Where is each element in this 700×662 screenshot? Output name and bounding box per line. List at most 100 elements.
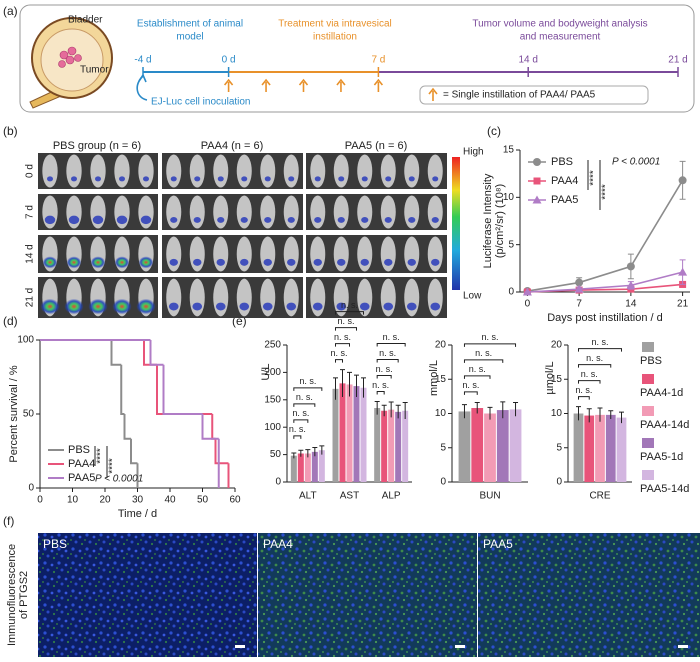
signal	[90, 256, 106, 269]
bar	[360, 387, 367, 482]
mouse	[166, 195, 182, 229]
panel-label: (b)	[3, 124, 18, 138]
row-label: 7 d	[25, 205, 36, 219]
error-bar	[291, 452, 297, 459]
bar	[616, 417, 627, 482]
significance-bracket	[463, 343, 517, 347]
bar	[318, 450, 325, 482]
phase-label: instillation	[313, 32, 357, 43]
group-label: PAA4 (n = 6)	[201, 140, 263, 152]
signal	[313, 258, 322, 266]
legend-marker	[533, 177, 541, 185]
colorbar-low: Low	[463, 291, 482, 302]
annotation: n. s.	[469, 364, 486, 374]
y-tick-label: 50	[23, 409, 35, 420]
signal	[95, 176, 101, 182]
x-tick-label: BUN	[479, 491, 500, 502]
error-bar	[374, 400, 380, 415]
error-bar	[312, 446, 318, 457]
image-background	[162, 153, 303, 189]
timeline-legend-text: = Single instillation of PAA4/ PAA5	[443, 90, 596, 101]
error-bar	[305, 449, 311, 458]
instillation-arrow	[373, 78, 384, 92]
mouse	[357, 236, 373, 272]
error-bar	[575, 406, 581, 421]
signal	[431, 216, 439, 223]
side-label: Immunofluorescence	[6, 544, 18, 646]
y-axis-label: (p/cm²/sr) (10⁸)	[494, 184, 506, 258]
signal	[192, 302, 203, 311]
significance-bracket	[577, 364, 612, 368]
signal	[138, 256, 154, 269]
legend-label: PAA4	[68, 458, 95, 470]
timeline-day-label: 7 d	[371, 55, 385, 66]
legend-swatch	[642, 438, 654, 448]
bar	[395, 411, 402, 482]
significance-bracket	[577, 396, 590, 400]
mouse	[310, 278, 326, 317]
significance-bracket	[376, 374, 392, 379]
bladder-label: Bladder	[68, 15, 103, 26]
annotation: n. s.	[591, 337, 608, 347]
x-tick-label: 7	[576, 299, 582, 310]
scale-bar	[678, 645, 688, 648]
annotation: ****	[96, 448, 107, 464]
row-label: 0 d	[25, 164, 36, 178]
bar	[471, 408, 484, 482]
survival-step	[162, 364, 203, 415]
instillation-arrow	[298, 78, 309, 92]
signal	[170, 216, 178, 223]
error-bar	[381, 404, 387, 417]
signal	[116, 215, 128, 225]
legend-swatch	[642, 374, 654, 384]
signal	[42, 256, 58, 269]
signal	[407, 258, 416, 266]
bar	[573, 413, 584, 482]
mouse	[213, 278, 229, 317]
image-background	[306, 277, 447, 318]
signal	[361, 176, 368, 182]
signal	[336, 302, 347, 311]
legend-label: PAA5-1d	[640, 451, 683, 463]
error-bar	[319, 445, 325, 455]
mouse	[357, 278, 373, 317]
phase-label: Treatment via intravesical	[278, 19, 392, 30]
signal	[264, 216, 272, 223]
signal	[337, 216, 345, 223]
annotation: n. s.	[341, 300, 358, 310]
significance-bracket	[335, 359, 343, 363]
annotation: n. s.	[481, 332, 498, 342]
survival-step	[211, 414, 216, 440]
marker	[678, 267, 688, 276]
mouse	[427, 195, 443, 229]
mouse	[310, 195, 326, 229]
annotation: n. s.	[337, 316, 354, 326]
mouse	[260, 154, 276, 188]
survival-step	[123, 414, 131, 440]
x-tick-label: ALT	[299, 491, 317, 502]
panel-label: (f)	[3, 514, 14, 528]
error-bar	[340, 369, 345, 398]
error-bar	[619, 411, 625, 424]
bar	[595, 414, 605, 482]
phase-label: Tumor volume and bodyweight analysis	[472, 19, 647, 30]
signal	[384, 216, 392, 223]
error-bar	[586, 408, 592, 423]
mouse	[236, 154, 252, 188]
annotation: P < 0.0001	[612, 157, 660, 168]
y-axis-label: Luciferase Intensity	[482, 173, 494, 268]
legend-label: PAA4-1d	[640, 387, 683, 399]
marker	[574, 284, 584, 293]
error-bar	[608, 410, 614, 419]
y-tick-label: 0	[508, 287, 514, 298]
timeline-legend-box	[419, 85, 649, 105]
mouse	[404, 278, 420, 317]
error-bar	[298, 449, 304, 457]
legend-label: PAA5	[551, 194, 578, 206]
signal	[314, 176, 321, 182]
tumor-cells	[58, 46, 82, 68]
annotation: ****	[108, 458, 119, 474]
error-bar	[487, 406, 493, 420]
mouse	[260, 195, 276, 229]
legend-arrow	[428, 87, 438, 101]
